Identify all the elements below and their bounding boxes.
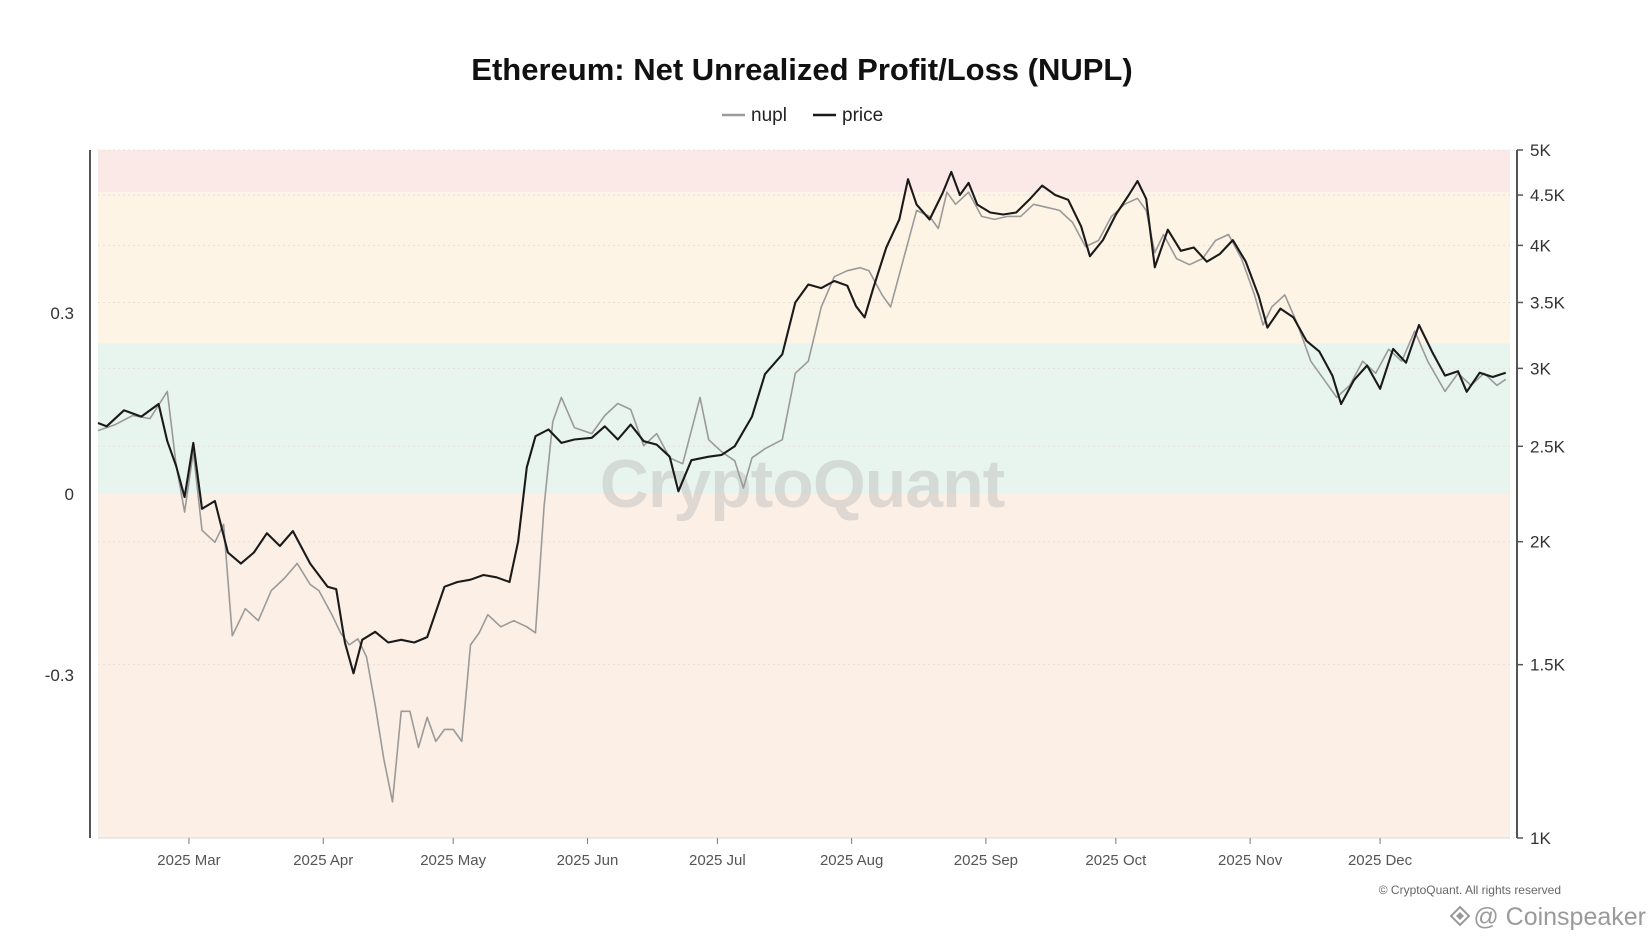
right-tick-label: 1K	[1530, 829, 1551, 848]
right-tick-label: 3.5K	[1530, 293, 1566, 312]
right-tick-label: 5K	[1530, 141, 1551, 160]
right-tick-label: 4.5K	[1530, 186, 1566, 205]
source-mark-text: @ Coinspeaker	[1473, 903, 1646, 931]
right-tick-label: 2K	[1530, 533, 1551, 552]
left-tick-label: 0	[65, 485, 74, 504]
x-tick-label: 2025 Aug	[820, 852, 883, 869]
x-tick-label: 2025 Nov	[1218, 852, 1283, 869]
copyright-text: © CryptoQuant. All rights reserved	[1379, 883, 1561, 897]
x-axis: 2025 Mar 2025 Apr 2025 May 2025 Jun 2025 Jul…	[98, 837, 1510, 869]
x-tick-label: 2025 Oct	[1085, 852, 1147, 869]
zone-band-0	[98, 150, 1510, 193]
right-tick-label: 3K	[1530, 359, 1551, 378]
series-line-nupl	[97, 191, 1507, 803]
right-tick-label: 4K	[1530, 236, 1551, 255]
x-tick-label: 2025 Sep	[954, 852, 1018, 869]
right-tick-label: 2.5K	[1530, 437, 1566, 456]
x-tick-label: 2025 Jun	[557, 852, 619, 869]
source-mark-group: @ Coinspeaker	[1449, 903, 1646, 931]
x-tick-label: 2025 Dec	[1348, 852, 1413, 869]
left-axis: 0.3 0 -0.3	[45, 304, 74, 685]
series-line-price	[97, 170, 1507, 675]
right-axis: 5K 4.5K 4K 3.5K 3K 2.5K 2K 1.5K 1K	[1517, 141, 1566, 848]
legend: nupl price	[722, 105, 883, 126]
zone-band-3	[98, 494, 1510, 838]
chart-title: Ethereum: Net Unrealized Profit/Loss (NU…	[471, 52, 1132, 87]
x-tick-label: 2025 Jul	[689, 852, 746, 869]
legend-label-nupl[interactable]: nupl	[751, 105, 787, 126]
watermark: CryptoQuant	[600, 446, 1005, 522]
right-tick-label: 1.5K	[1530, 656, 1566, 675]
zone-band-1	[98, 192, 1510, 344]
x-tick-label: 2025 Mar	[157, 852, 220, 869]
left-tick-label: -0.3	[45, 666, 74, 685]
legend-label-price[interactable]: price	[842, 105, 883, 126]
series-lines	[97, 170, 1507, 803]
coinspeaker-logo-icon	[1449, 905, 1471, 927]
left-tick-label: 0.3	[50, 304, 74, 323]
x-tick-label: 2025 May	[420, 852, 486, 869]
x-tick-label: 2025 Apr	[293, 852, 353, 869]
